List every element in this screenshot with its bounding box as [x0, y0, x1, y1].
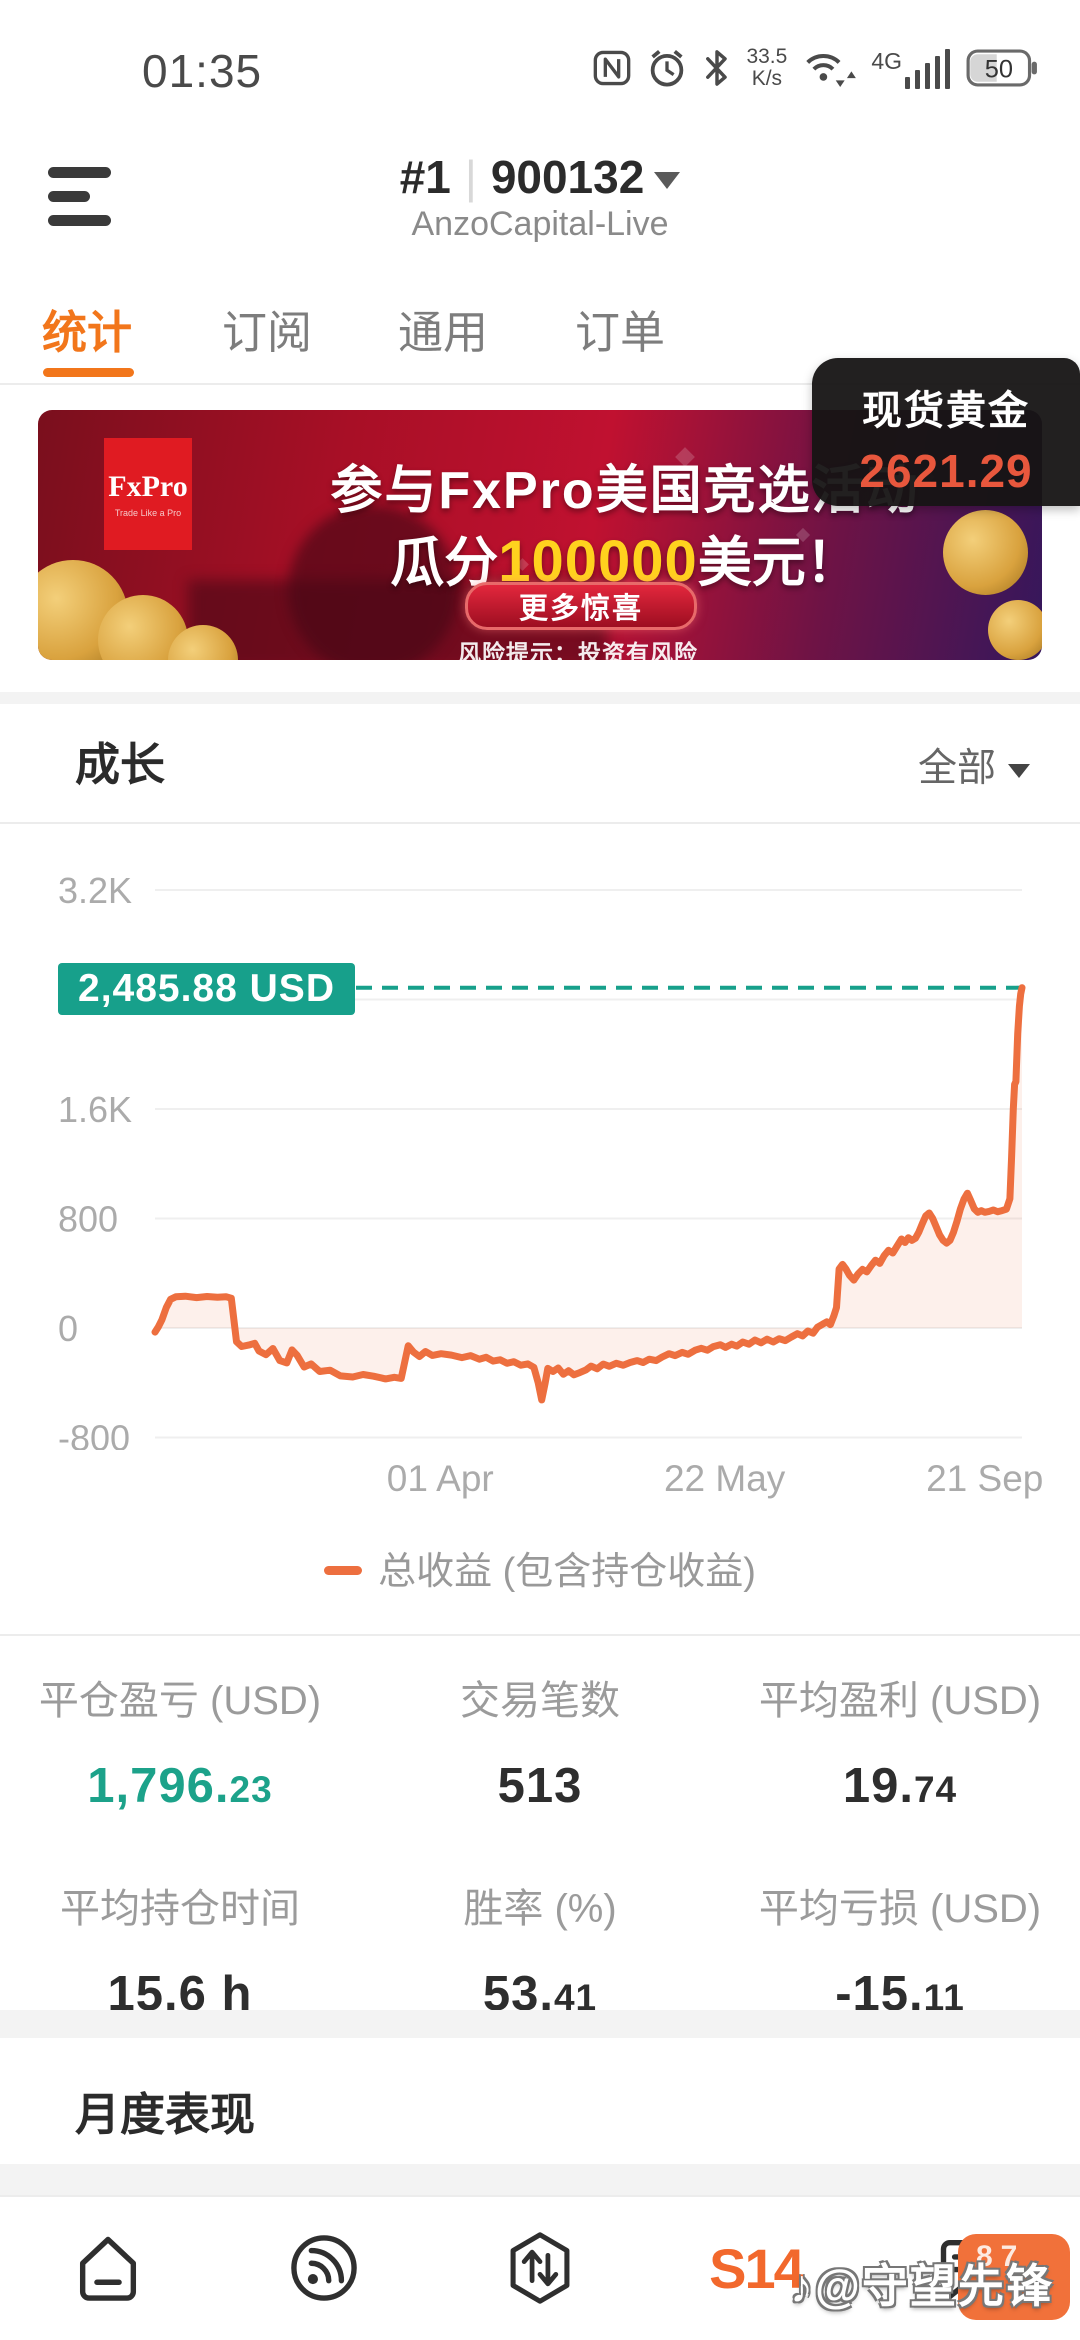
- growth-section-title: 成长: [75, 739, 166, 790]
- divider: [0, 1634, 1080, 1636]
- divider: [0, 2195, 1080, 2197]
- svg-text:-800: -800: [58, 1418, 130, 1451]
- battery-icon: 50: [966, 46, 1038, 90]
- active-tab-indicator: [43, 368, 134, 377]
- svg-text:1.6K: 1.6K: [58, 1089, 132, 1130]
- chart-legend: 总收益 (包含持仓收益): [0, 1540, 1080, 1595]
- svg-text:0: 0: [58, 1308, 78, 1349]
- divider: [0, 383, 1080, 385]
- svg-text:50: 50: [985, 56, 1013, 84]
- tab-orders[interactable]: 订单: [575, 307, 666, 358]
- nav-signals[interactable]: [216, 2196, 432, 2340]
- svg-text:800: 800: [58, 1199, 118, 1240]
- bottom-navigation: S14: [0, 2196, 1080, 2340]
- statistics-grid: 平仓盈亏 (USD) 1,796.23 交易笔数 513 平均盈利 (USD) …: [0, 1668, 1080, 2022]
- tab-general[interactable]: 通用: [398, 307, 489, 358]
- nfc-icon: [592, 46, 632, 90]
- gold-ticker-price: 2621.29: [859, 445, 1033, 497]
- menu-button[interactable]: [48, 165, 112, 226]
- chat-icon: [940, 2239, 1004, 2300]
- stat-avg-profit: 平均盈利 (USD) 19.74: [758, 1679, 1042, 1813]
- status-icons: 33.5 K/s 4G 50: [592, 40, 1038, 96]
- s14-icon: S14: [709, 2236, 805, 2300]
- gold-ticker-name: 现货黄金: [862, 389, 1030, 433]
- stat-avg-holding-time: 平均持仓时间 15.6 h: [60, 1887, 300, 2021]
- legend-line-swatch: [324, 1566, 363, 1576]
- alarm-icon: [646, 46, 688, 90]
- signals-icon: [291, 2235, 357, 2301]
- trade-icon: [510, 2232, 570, 2304]
- tab-statistics[interactable]: 统计: [42, 307, 133, 358]
- broker-server-label: AnzoCapital-Live: [411, 205, 669, 243]
- stat-closed-pl: 平仓盈亏 (USD) 1,796.23: [38, 1679, 322, 1813]
- network-speed: 33.5 K/s: [746, 45, 788, 90]
- tab-bar: 统计 订阅 通用 订单: [0, 288, 1080, 384]
- stat-win-rate: 胜率 (%) 53.41: [463, 1887, 617, 2021]
- chevron-down-icon: [654, 172, 681, 190]
- nav-home[interactable]: [0, 2196, 216, 2340]
- x-tick-label: 01 Apr: [386, 1458, 494, 1499]
- section-gap: [0, 2164, 1080, 2195]
- x-tick-label: 21 Sep: [926, 1458, 1044, 1499]
- nav-trading[interactable]: [432, 2196, 648, 2340]
- gold-coin: [988, 600, 1042, 660]
- banner-cta-button[interactable]: 更多惊喜: [465, 582, 697, 630]
- nav-s14-event[interactable]: S14: [648, 2196, 864, 2340]
- signal-rank: #1: [399, 151, 451, 203]
- banner-disclaimer: 风险提示：投资有风险: [458, 640, 698, 660]
- x-tick-label: 22 May: [663, 1458, 786, 1499]
- status-time: 01:35: [142, 45, 263, 97]
- chart-x-axis: 01 Apr 22 May 21 Sep: [0, 1458, 1080, 1502]
- home-icon: [79, 2236, 137, 2301]
- gold-coin: [943, 510, 1028, 595]
- section-gap: [0, 2010, 1080, 2038]
- capitol-dome: [288, 505, 458, 660]
- fxpro-logo: FxPro Trade Like a Pro: [104, 438, 192, 550]
- chevron-down-icon: [1008, 763, 1030, 778]
- title-separator: |: [464, 151, 477, 203]
- tab-subscription[interactable]: 订阅: [222, 307, 313, 358]
- stat-avg-loss: 平均亏损 (USD) -15.11: [758, 1887, 1042, 2021]
- divider: [0, 822, 1080, 824]
- svg-text:3.2K: 3.2K: [58, 870, 132, 911]
- stat-trades: 交易笔数 513: [460, 1679, 620, 1813]
- gold-price-overlay[interactable]: 现货黄金 2621.29: [812, 358, 1080, 506]
- growth-filter-dropdown[interactable]: 全部: [918, 737, 1030, 793]
- bluetooth-icon: [702, 45, 732, 91]
- chart-max-badge: 2,485.88 USD: [58, 963, 355, 1015]
- nav-chat[interactable]: [864, 2196, 1080, 2340]
- signal-title-dropdown[interactable]: #1 | 900132: [0, 150, 1080, 204]
- legend-label: 总收益 (包含持仓收益): [378, 1551, 756, 1593]
- cell-signal-icon: 4G: [871, 48, 952, 89]
- growth-chart[interactable]: 3.2K 1.6K 800 0 -800: [0, 850, 1080, 1450]
- signal-id: 900132: [490, 151, 645, 203]
- monthly-performance-title: 月度表现: [75, 2089, 256, 2140]
- wifi-icon: [801, 45, 857, 91]
- section-gap: [0, 692, 1080, 704]
